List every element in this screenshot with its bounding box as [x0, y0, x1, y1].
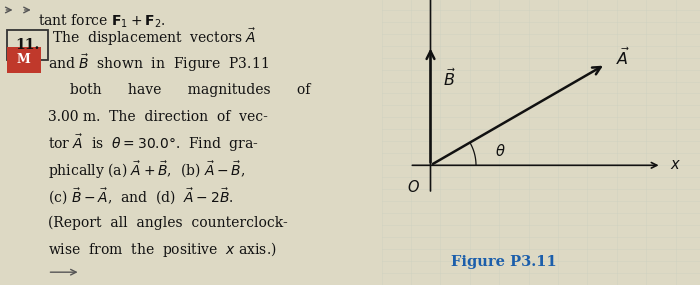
- Text: tor $\vec{A}$  is  $\theta = 30.0°$.  Find  gra-: tor $\vec{A}$ is $\theta = 30.0°$. Find …: [48, 133, 258, 154]
- Text: $x$: $x$: [670, 158, 681, 172]
- Text: (Report  all  angles  counterclock-: (Report all angles counterclock-: [48, 216, 288, 230]
- Text: 3.00 m.  The  direction  of  vec-: 3.00 m. The direction of vec-: [48, 110, 267, 124]
- Text: $O$: $O$: [407, 179, 419, 195]
- Text: The  displacement  vectors $\vec{A}$: The displacement vectors $\vec{A}$: [52, 26, 257, 48]
- Text: $\vec{A}$: $\vec{A}$: [616, 48, 630, 69]
- Text: (c) $\vec{B} - \vec{A}$,  and  (d)  $\vec{A} - 2\vec{B}$.: (c) $\vec{B} - \vec{A}$, and (d) $\vec{A…: [48, 186, 233, 207]
- Bar: [7, 47, 41, 73]
- Text: both      have      magnitudes      of: both have magnitudes of: [48, 83, 310, 97]
- Text: wise  from  the  positive  $x$ axis.): wise from the positive $x$ axis.): [48, 240, 276, 259]
- Text: Figure P3.11: Figure P3.11: [451, 255, 557, 269]
- Bar: [7, 30, 48, 60]
- Text: $\vec{B}$: $\vec{B}$: [443, 68, 456, 90]
- Text: phically (a) $\vec{A} + \vec{B}$,  (b) $\vec{A} - \vec{B}$,: phically (a) $\vec{A} + \vec{B}$, (b) $\…: [48, 159, 245, 181]
- Text: and $\vec{B}$  shown  in  Figure  P3.11: and $\vec{B}$ shown in Figure P3.11: [48, 52, 269, 74]
- Text: M: M: [17, 53, 31, 66]
- Text: $\theta$: $\theta$: [495, 143, 505, 159]
- Text: tant force $\mathbf{F}_1 + \mathbf{F}_2$.: tant force $\mathbf{F}_1 + \mathbf{F}_2$…: [38, 13, 166, 30]
- Text: 11.: 11.: [15, 38, 39, 52]
